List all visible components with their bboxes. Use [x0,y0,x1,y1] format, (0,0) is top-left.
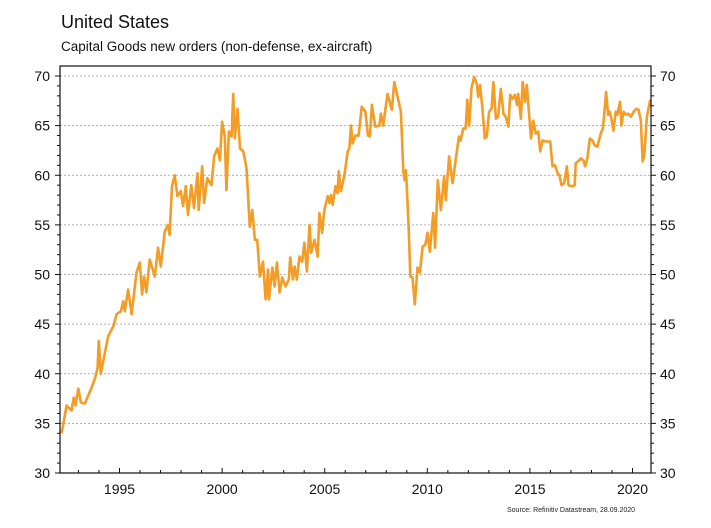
y-tick-label-right: 55 [660,217,676,233]
y-tick-label-left: 65 [34,118,50,134]
y-tick-label-right: 70 [660,68,676,84]
x-tick-label: 2000 [207,481,238,497]
y-tick-label-right: 45 [660,316,676,332]
plot-frame [59,65,652,474]
y-tick-label-left: 60 [34,167,50,183]
x-tick-label: 2015 [514,481,545,497]
source-note: Source: Refinitiv Datastream, 28.09.2020 [507,507,635,514]
y-tick-label-right: 60 [660,167,676,183]
y-tick-label-right: 30 [660,465,676,481]
gridlines [60,75,651,424]
tick-labels: 30 30 35 35 40 40 45 45 50 50 55 55 60 60 65 65 70 70 1995… [34,68,675,497]
y-tick-label-right: 65 [660,118,676,134]
x-tick-label: 2010 [412,481,443,497]
series-line [60,75,652,434]
y-tick-label-right: 35 [660,415,676,431]
x-tick-label: 2020 [617,481,648,497]
y-tick-label-left: 35 [34,415,50,431]
y-tick-label-left: 70 [34,68,50,84]
y-tick-label-right: 50 [660,267,676,283]
y-tick-label-left: 40 [34,366,50,382]
y-tick-label-left: 55 [34,217,50,233]
chart-subtitle: Capital Goods new orders (non-defense, e… [61,39,372,54]
x-tick-label: 2005 [309,481,340,497]
chart-title: United States [61,12,169,32]
x-tick-label: 1995 [104,481,135,497]
y-tick-label-left: 30 [34,465,50,481]
y-tick-label-left: 45 [34,316,50,332]
y-tick-label-left: 50 [34,267,50,283]
y-tick-label-right: 40 [660,366,676,382]
